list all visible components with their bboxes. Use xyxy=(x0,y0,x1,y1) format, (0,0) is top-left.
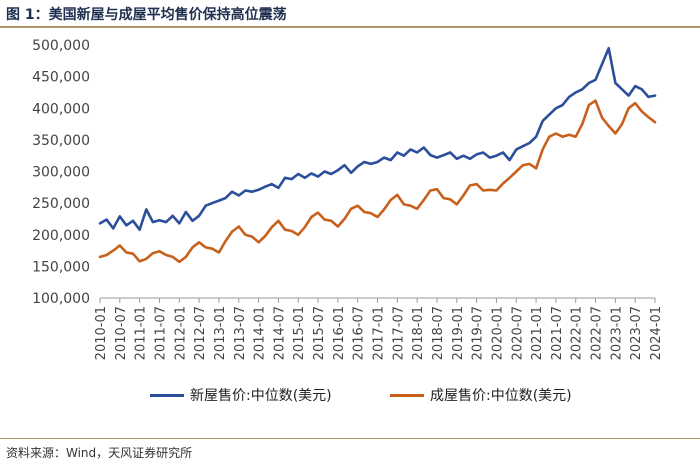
x-tick-label: 2021-01 xyxy=(530,306,545,360)
legend-item-existing-home: 成屋售价:中位数(美元) xyxy=(390,385,572,405)
x-tick-label: 2016-07 xyxy=(352,306,367,360)
x-tick-label: 2014-01 xyxy=(253,306,268,360)
y-tick-label: 250,000 xyxy=(32,196,90,212)
x-tick-label: 2015-07 xyxy=(312,306,327,360)
x-tick-label: 2020-01 xyxy=(490,306,505,360)
series-layer xyxy=(98,46,657,264)
x-tick-label: 2019-01 xyxy=(451,306,466,360)
x-tick-label: 2018-01 xyxy=(411,306,426,360)
source-note: 资料来源：Wind，天风证券研究所 xyxy=(6,446,193,460)
x-tick-label: 2019-07 xyxy=(471,306,486,360)
y-tick-label: 500,000 xyxy=(32,38,90,54)
x-axis: 2010-01 2010-07 2011-01 2011-07 2012-01 2012-… xyxy=(94,297,664,360)
x-tick-label: 2012-01 xyxy=(173,306,188,360)
x-tick-label: 2017-01 xyxy=(372,306,387,360)
y-axis: 100,000 150,000 200,000 250,000 300,000 350,0… xyxy=(32,38,90,307)
y-tick-label: 100,000 xyxy=(32,291,90,307)
x-tick-label: 2010-01 xyxy=(94,306,109,360)
x-tick-label: 2018-07 xyxy=(431,306,446,360)
x-tick-label: 2011-01 xyxy=(134,306,149,360)
legend-item-new-home: 新屋售价:中位数(美元) xyxy=(150,385,332,405)
legend-label-new-home: 新屋售价:中位数(美元) xyxy=(190,388,332,404)
x-tick-label: 2023-01 xyxy=(609,306,624,360)
y-tick-label: 150,000 xyxy=(32,259,90,275)
x-tick-label: 2024-01 xyxy=(649,306,664,360)
y-tick-label: 200,000 xyxy=(32,228,90,244)
x-tick-label: 2020-07 xyxy=(510,306,525,360)
x-tick-label: 2017-07 xyxy=(391,306,406,360)
x-tick-label: 2011-07 xyxy=(153,306,168,360)
legend-swatch-existing-home xyxy=(390,393,424,397)
series-line-1 xyxy=(98,99,657,264)
x-tick-label: 2013-01 xyxy=(213,306,228,360)
x-tick-label: 2013-07 xyxy=(233,306,248,360)
legend: 新屋售价:中位数(美元) 成屋售价:中位数(美元) xyxy=(0,385,700,407)
title-divider xyxy=(0,26,700,28)
legend-swatch-new-home xyxy=(150,393,184,397)
y-tick-label: 350,000 xyxy=(32,133,90,149)
line-chart: 100,000 150,000 200,000 250,000 300,000 350,0… xyxy=(32,38,664,360)
y-tick-label: 450,000 xyxy=(32,70,90,86)
y-tick-label: 400,000 xyxy=(32,101,90,117)
x-tick-label: 2014-07 xyxy=(272,306,287,360)
x-tick-label: 2016-01 xyxy=(332,306,347,360)
page-title: 图 1：美国新屋与成屋平均售价保持高位震荡 xyxy=(6,7,287,23)
x-tick-label: 2012-07 xyxy=(193,306,208,360)
y-tick-label: 300,000 xyxy=(32,165,90,181)
x-tick-label: 2022-07 xyxy=(590,306,605,360)
legend-label-existing-home: 成屋售价:中位数(美元) xyxy=(430,388,572,404)
series-line-0 xyxy=(98,46,657,231)
x-tick-label: 2023-07 xyxy=(629,306,644,360)
x-tick-label: 2010-07 xyxy=(114,306,129,360)
x-tick-label: 2015-01 xyxy=(292,306,307,360)
x-tick-label: 2021-07 xyxy=(550,306,565,360)
x-tick-label: 2022-01 xyxy=(570,306,585,360)
source-divider xyxy=(0,438,700,439)
